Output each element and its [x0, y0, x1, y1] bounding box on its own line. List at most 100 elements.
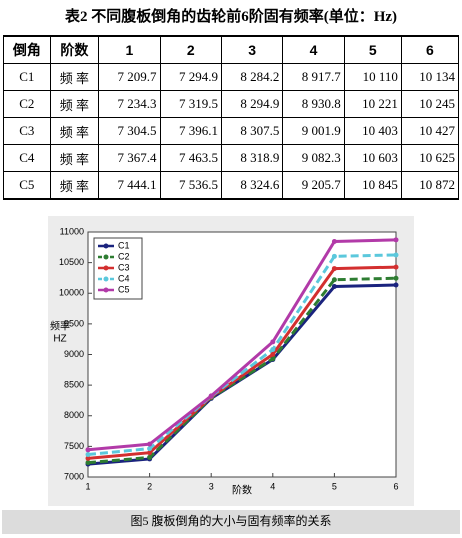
- caption: 图5 腹板倒角的大小与固有频率的关系: [130, 513, 331, 528]
- table-cell: 10 134: [400, 63, 460, 91]
- table-cell: 9 001.9: [282, 117, 345, 145]
- table-title: 表2 不同腹板倒角的齿轮前6阶固有频率(单位：Hz): [64, 9, 398, 25]
- table-cell: 8 294.9: [220, 90, 284, 118]
- legend-marker: [103, 265, 109, 271]
- table-cell: 频 率: [49, 117, 100, 145]
- table-cell: 7 536.5: [159, 171, 222, 200]
- data-point: [331, 238, 337, 244]
- table-cell: 10 872: [400, 171, 460, 200]
- table-cell: 8 324.6: [220, 171, 284, 200]
- y-tick-label: 10500: [59, 257, 84, 267]
- data-point: [270, 339, 276, 345]
- table-cell: C5: [3, 171, 51, 200]
- legend-marker: [103, 243, 109, 249]
- table-cell: 8 284.2: [220, 63, 284, 91]
- data-point: [331, 266, 337, 272]
- table-cell: 7 209.7: [98, 63, 161, 91]
- x-tick-label: 3: [209, 481, 214, 491]
- table-cell: 7 304.5: [98, 117, 161, 145]
- x-tick-label: 5: [332, 481, 337, 491]
- table-cell: 7 396.1: [159, 117, 222, 145]
- data-point: [147, 441, 153, 447]
- table-cell: 8 917.7: [282, 63, 345, 91]
- data-point: [331, 277, 337, 283]
- table-cell: 8 318.9: [220, 144, 284, 172]
- legend-label: C1: [118, 240, 130, 250]
- data-point: [331, 253, 337, 259]
- header-cell: 1: [98, 35, 161, 64]
- data-point: [147, 450, 153, 456]
- legend-marker: [103, 276, 109, 282]
- table-cell: C4: [3, 144, 51, 172]
- series-line: [87, 265, 397, 460]
- table-cell: 7 319.5: [159, 90, 222, 118]
- y-tick-label: 11000: [60, 226, 84, 236]
- legend-label: C4: [118, 273, 130, 283]
- header-cell: 3: [220, 35, 284, 64]
- data-point: [147, 446, 153, 452]
- table-cell: 频 率: [49, 144, 100, 172]
- table-cell: 频 率: [49, 90, 100, 118]
- table-cell: 7 234.3: [98, 90, 161, 118]
- data-point: [331, 284, 337, 290]
- table-cell: 10 427: [400, 117, 460, 145]
- data-point: [85, 455, 91, 461]
- x-axis-label: 阶数: [232, 484, 252, 497]
- y-axis-label: HZ: [53, 334, 66, 345]
- header-cell: 6: [400, 35, 460, 64]
- table-cell: 8 930.8: [282, 90, 345, 118]
- data-point: [393, 264, 399, 270]
- chart: 图5 腹板倒角的大小与固有频率的关系 7000 7500 8000 8500 9000 9…: [2, 216, 460, 534]
- legend-label: C5: [118, 284, 130, 294]
- table-cell: 10 603: [343, 144, 402, 172]
- data-point: [393, 282, 399, 288]
- data-point: [85, 451, 91, 457]
- table-cell: C2: [3, 90, 51, 118]
- legend-marker: [103, 287, 109, 293]
- y-tick-label: 9500: [64, 318, 84, 328]
- x-tick-label: 4: [270, 481, 275, 491]
- y-tick-label: 7000: [64, 471, 84, 481]
- table-cell: 9 205.7: [282, 171, 345, 200]
- table-cell: C3: [3, 117, 51, 145]
- data-point: [270, 351, 276, 357]
- data-point: [393, 252, 399, 258]
- table-cell: 10 221: [343, 90, 402, 118]
- legend-marker: [103, 254, 109, 260]
- table-cell: 7 463.5: [159, 144, 222, 172]
- table-cell: 7 367.4: [98, 144, 161, 172]
- header-cell: 5: [343, 35, 402, 64]
- x-tick-label: 2: [147, 481, 152, 491]
- x-tick-label: 6: [393, 481, 398, 491]
- data-point: [270, 346, 276, 352]
- header-cell: 2: [159, 35, 222, 64]
- data-point: [208, 393, 214, 399]
- x-tick-label: 1: [85, 481, 90, 491]
- table-cell: 频 率: [49, 63, 100, 91]
- series-line: [87, 253, 397, 456]
- table-cell: 10 403: [343, 117, 402, 145]
- table-cell: 7 444.1: [98, 171, 161, 200]
- y-tick-label: 8000: [64, 410, 84, 420]
- table-cell: 10 845: [343, 171, 402, 200]
- legend-label: C2: [118, 251, 130, 261]
- header-cell: 阶数: [49, 35, 100, 64]
- series-line: [87, 276, 397, 465]
- data-point: [393, 237, 399, 243]
- data-point: [85, 460, 91, 466]
- table-cell: C1: [3, 63, 51, 91]
- y-axis-label: 频率: [50, 320, 70, 333]
- table-cell: 10 625: [400, 144, 460, 172]
- y-tick-label: 7500: [64, 441, 84, 451]
- y-tick-label: 10000: [59, 288, 84, 298]
- table-cell: 10 245: [400, 90, 460, 118]
- series-line: [87, 238, 397, 452]
- table-cell: 10 110: [343, 63, 402, 91]
- table-cell: 7 294.9: [159, 63, 222, 91]
